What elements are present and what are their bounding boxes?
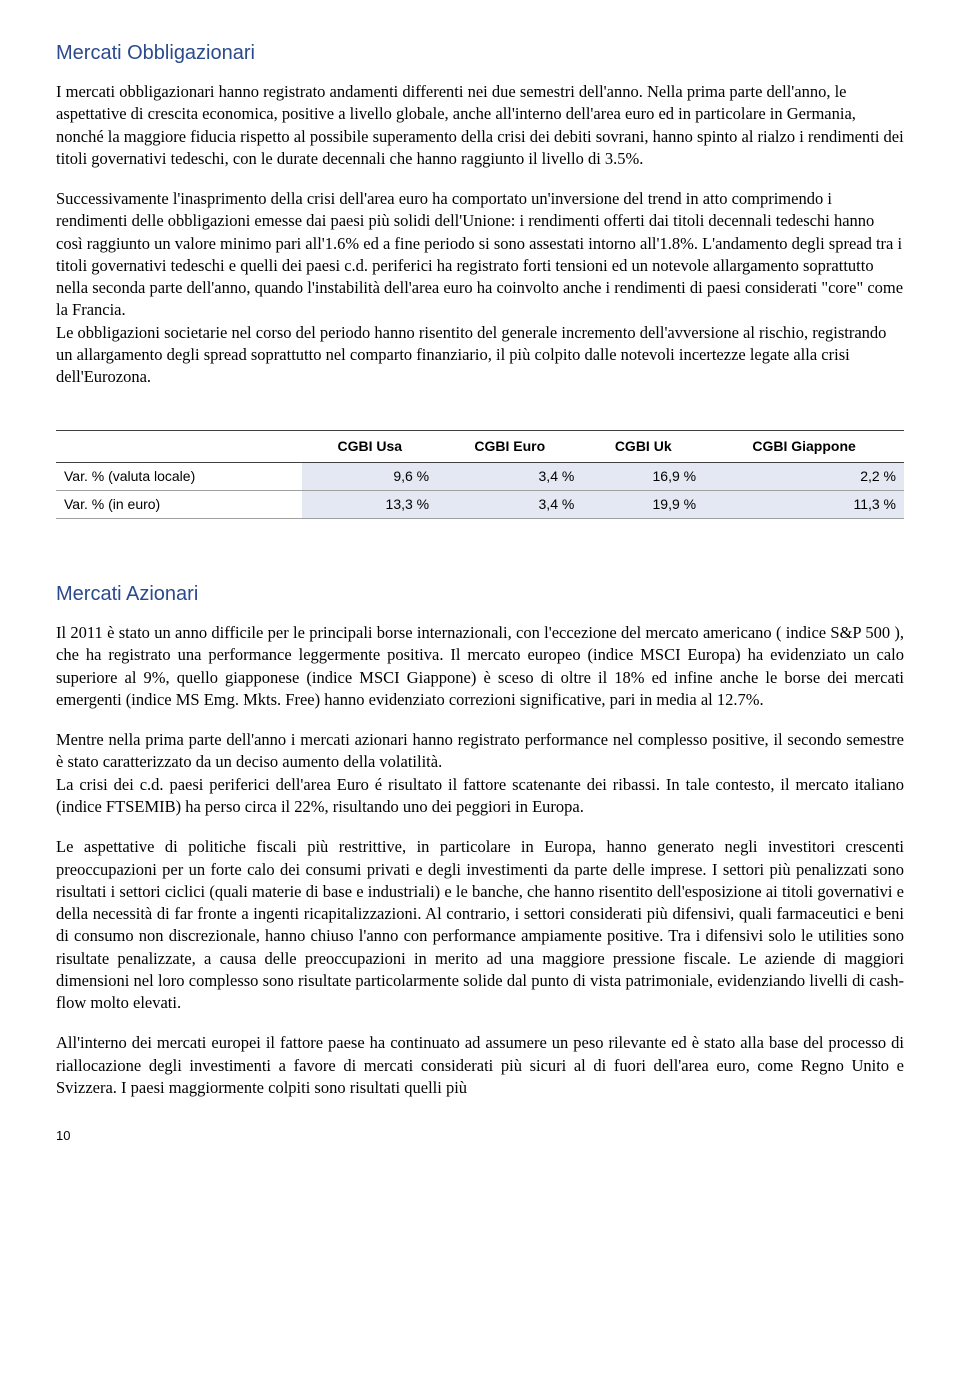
table-cell: Var. % (valuta locale) <box>56 463 302 491</box>
body-paragraph: La crisi dei c.d. paesi periferici dell'… <box>56 774 904 819</box>
table-cell: Var. % (in euro) <box>56 491 302 519</box>
table-row: Var. % (valuta locale) 9,6 % 3,4 % 16,9 … <box>56 463 904 491</box>
table-row: Var. % (in euro) 13,3 % 3,4 % 19,9 % 11,… <box>56 491 904 519</box>
table-cell: 3,4 % <box>437 491 582 519</box>
cgbi-table: CGBI Usa CGBI Euro CGBI Uk CGBI Giappone… <box>56 430 904 519</box>
page-number: 10 <box>56 1127 904 1145</box>
table-header-cell: CGBI Usa <box>302 431 437 463</box>
body-paragraph: Mentre nella prima parte dell'anno i mer… <box>56 729 904 774</box>
table-cell: 13,3 % <box>302 491 437 519</box>
body-paragraph: I mercati obbligazionari hanno registrat… <box>56 81 904 170</box>
table-header-row: CGBI Usa CGBI Euro CGBI Uk CGBI Giappone <box>56 431 904 463</box>
table-cell: 2,2 % <box>704 463 904 491</box>
table-cell: 19,9 % <box>582 491 704 519</box>
table-header-cell: CGBI Euro <box>437 431 582 463</box>
table-cell: 16,9 % <box>582 463 704 491</box>
section-heading-equity: Mercati Azionari <box>56 581 904 608</box>
table-cell: 11,3 % <box>704 491 904 519</box>
section-heading-bond: Mercati Obbligazionari <box>56 40 904 67</box>
body-paragraph: All'interno dei mercati europei il fatto… <box>56 1032 904 1099</box>
table-cell: 9,6 % <box>302 463 437 491</box>
table-header-cell: CGBI Uk <box>582 431 704 463</box>
table-header-cell <box>56 431 302 463</box>
body-paragraph: Successivamente l'inasprimento della cri… <box>56 188 904 322</box>
body-paragraph: Le obbligazioni societarie nel corso del… <box>56 322 904 389</box>
body-paragraph: Le aspettative di politiche fiscali più … <box>56 836 904 1014</box>
table-cell: 3,4 % <box>437 463 582 491</box>
table-header-cell: CGBI Giappone <box>704 431 904 463</box>
body-paragraph: Il 2011 è stato un anno difficile per le… <box>56 622 904 711</box>
